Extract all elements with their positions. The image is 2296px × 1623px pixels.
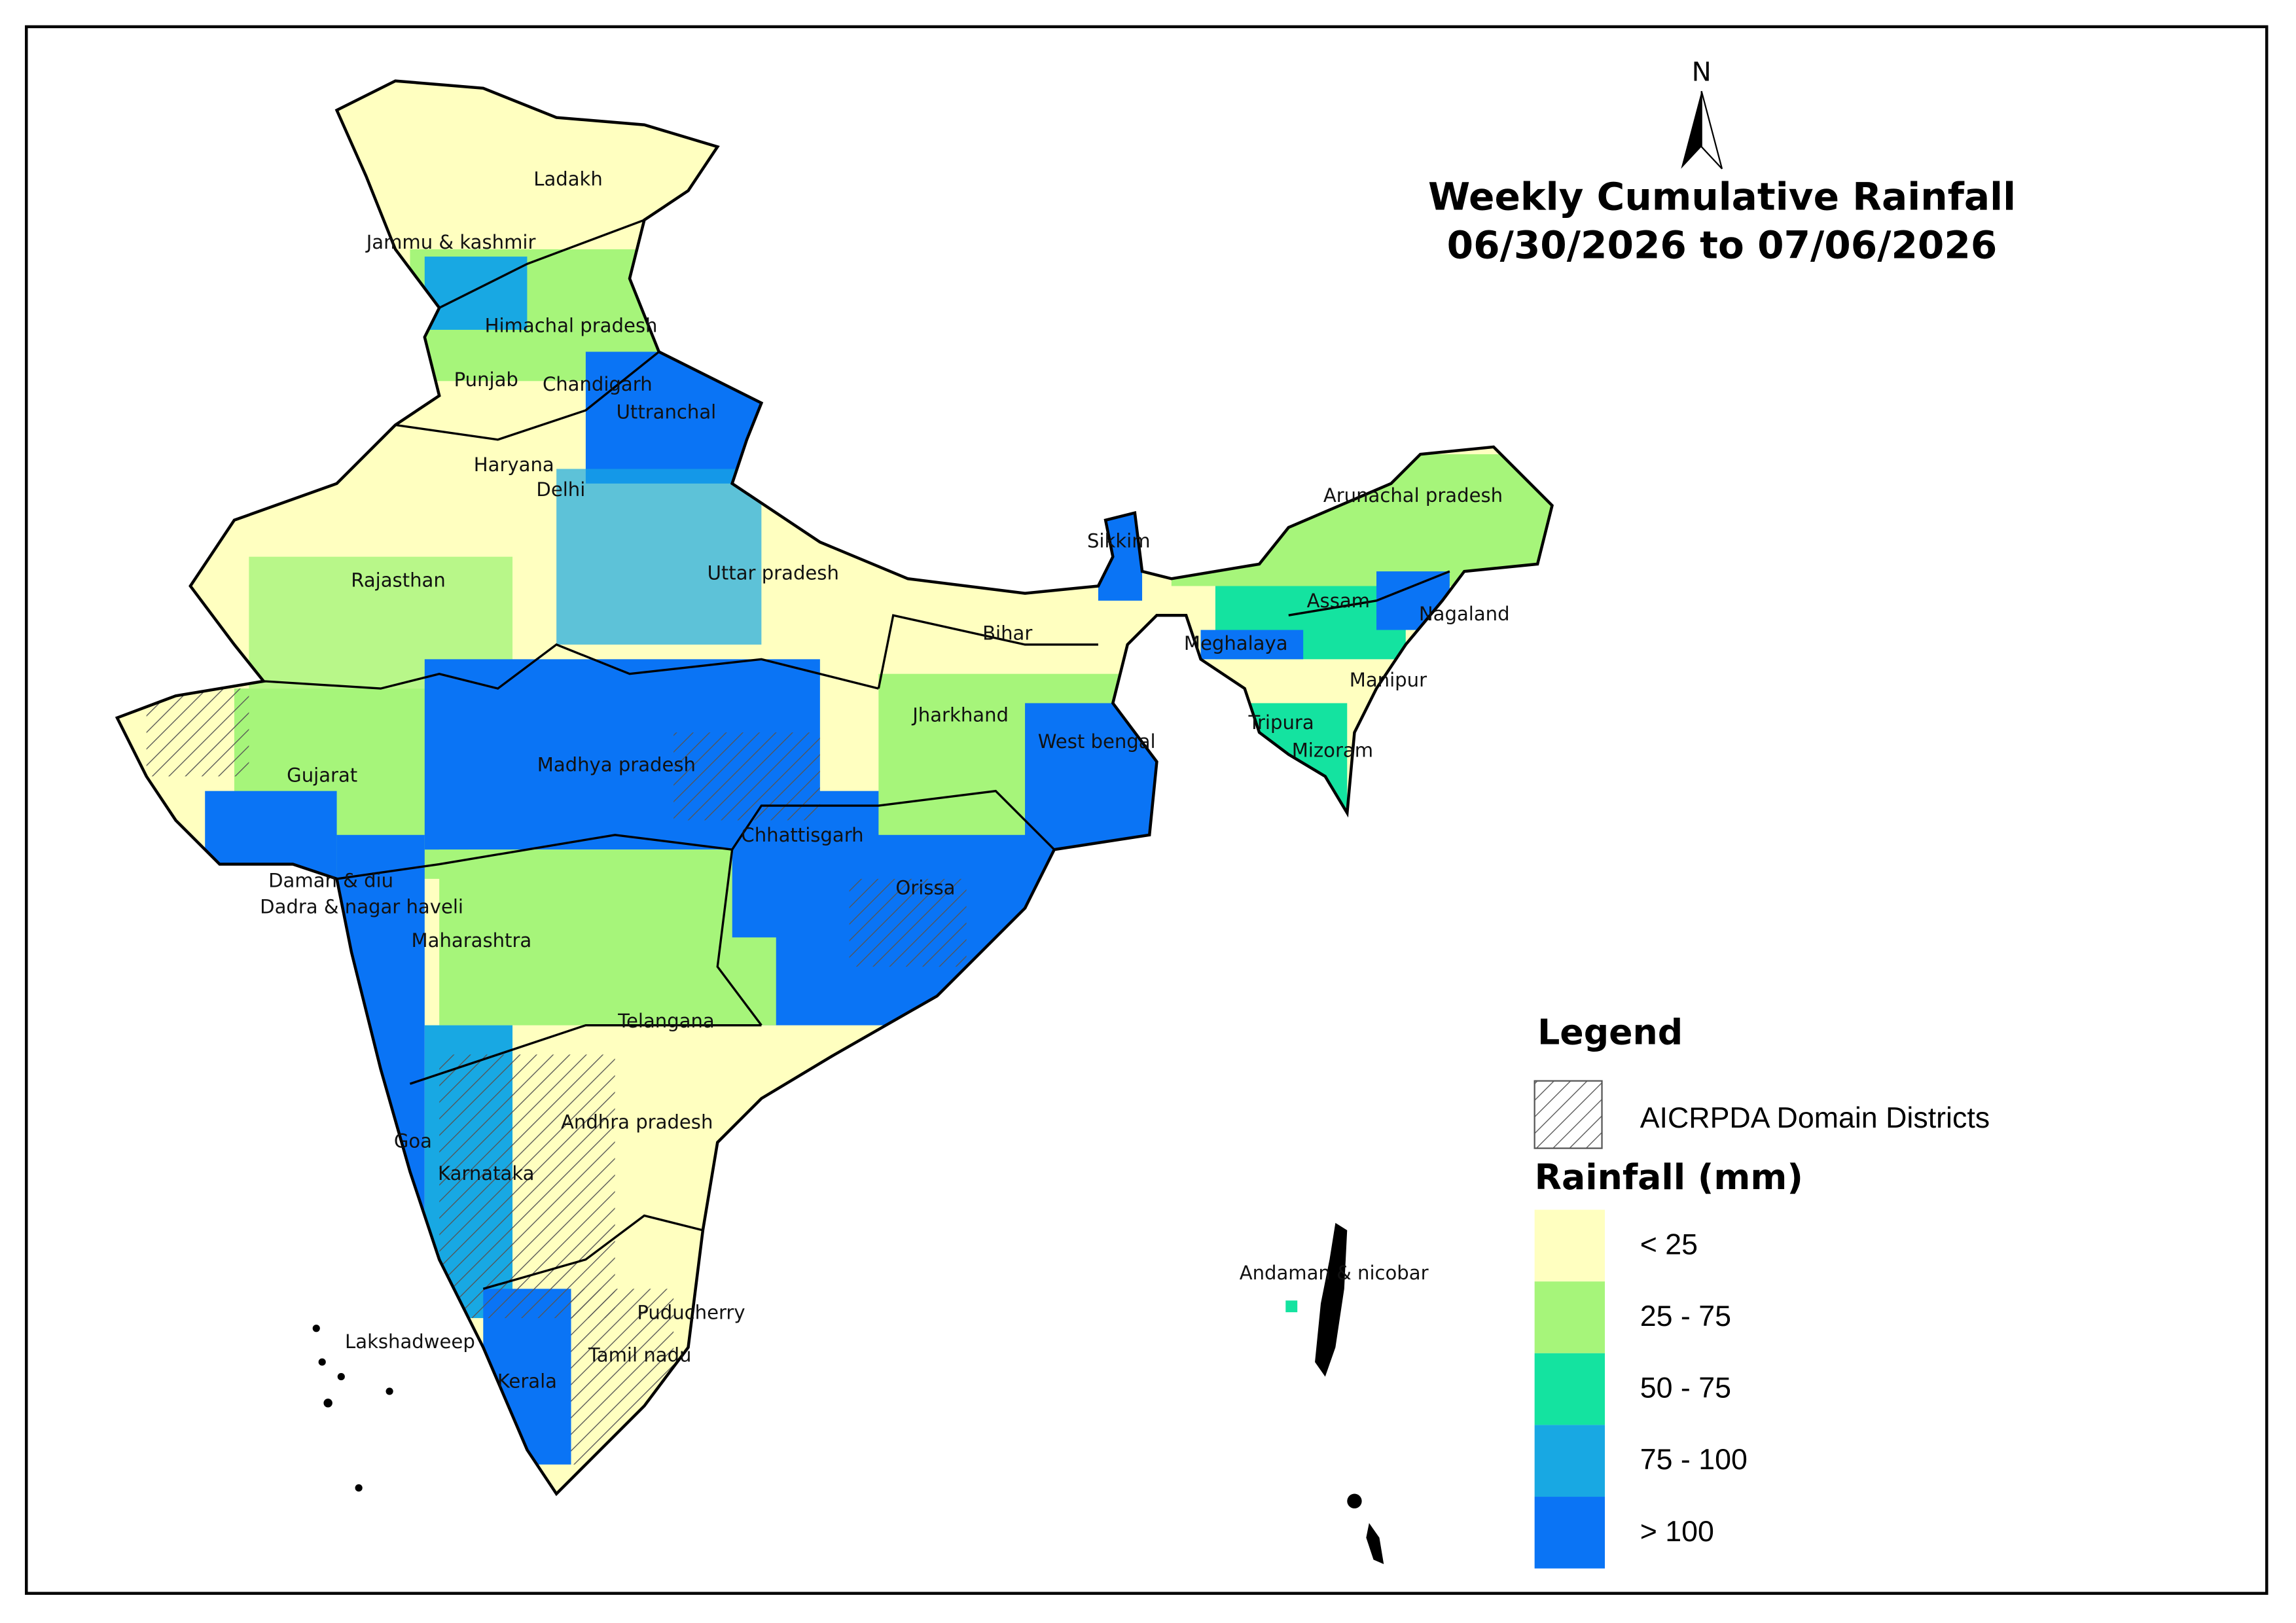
domain-district bbox=[849, 878, 967, 967]
state-label: Telangana bbox=[617, 1010, 715, 1032]
domain-district bbox=[146, 688, 249, 777]
state-label: West bengal bbox=[1038, 730, 1156, 753]
state-label: Andaman & nicobar bbox=[1240, 1262, 1429, 1284]
state-label: Himachal pradesh bbox=[485, 314, 658, 336]
state-label: Uttar pradesh bbox=[708, 562, 839, 584]
class-label: > 100 bbox=[1640, 1515, 1714, 1548]
domain-district bbox=[439, 1054, 615, 1319]
state-label: Orissa bbox=[895, 877, 955, 899]
state-label: Dadra & nagar haveli bbox=[260, 896, 463, 918]
arrow-half bbox=[1700, 90, 1723, 169]
island bbox=[386, 1387, 393, 1395]
island bbox=[1347, 1493, 1362, 1508]
island-cell bbox=[1285, 1300, 1298, 1313]
state-label: Nagaland bbox=[1419, 603, 1510, 625]
state-label: Mizoram bbox=[1292, 739, 1373, 761]
border bbox=[731, 789, 1056, 851]
state-label: Ladakh bbox=[533, 168, 603, 190]
rainfall-zones bbox=[146, 249, 1552, 1465]
border bbox=[439, 219, 645, 309]
state-label: Punjab bbox=[454, 368, 518, 391]
border bbox=[716, 849, 762, 1026]
class-swatch bbox=[1534, 1281, 1605, 1353]
border bbox=[1288, 570, 1450, 616]
state-label: Haryana bbox=[474, 454, 554, 476]
state-label: Gujarat bbox=[287, 764, 357, 786]
state-label: Bihar bbox=[982, 622, 1032, 644]
state-label: Rajasthan bbox=[351, 569, 446, 592]
rainfall-title: Rainfall (mm) bbox=[1535, 1156, 1803, 1198]
island bbox=[312, 1325, 320, 1332]
zone bbox=[585, 937, 776, 1026]
domain-label: AICRPDA Domain Districts bbox=[1640, 1101, 1990, 1134]
state-label: Kerala bbox=[497, 1370, 557, 1393]
island bbox=[337, 1372, 345, 1381]
state-label: Assam bbox=[1307, 590, 1370, 612]
state-label: Jharkhand bbox=[911, 704, 1009, 726]
state-label: Arunachal pradesh bbox=[1323, 484, 1503, 507]
state-label: Daman & diu bbox=[268, 869, 393, 891]
state-label: Karnataka bbox=[438, 1162, 534, 1185]
legend: Legend AICRPDA Domain Districts Rainfall… bbox=[1534, 1012, 1990, 1569]
state-label: Sikkim bbox=[1087, 529, 1151, 552]
state-labels: Ladakh Jammu & kashmir Himachal pradesh Pun… bbox=[260, 168, 1509, 1393]
arrow-half bbox=[1681, 91, 1702, 169]
state-label: Maharashtra bbox=[412, 929, 532, 952]
class-label: 25 - 75 bbox=[1640, 1300, 1731, 1332]
state-label: Uttranchal bbox=[617, 401, 717, 423]
north-label: N bbox=[1692, 57, 1712, 87]
island bbox=[355, 1484, 363, 1492]
domain-swatch bbox=[1534, 1080, 1603, 1149]
state-borders bbox=[263, 219, 1450, 1290]
title: Weekly Cumulative Rainfall bbox=[1428, 174, 2016, 219]
class-swatch bbox=[1534, 1497, 1605, 1569]
subtitle: 06/30/2026 to 07/06/2026 bbox=[1447, 223, 1998, 267]
class-label: < 25 bbox=[1640, 1228, 1698, 1260]
state-label: Tripura bbox=[1247, 711, 1314, 734]
state-label: Lakshadweep bbox=[345, 1330, 475, 1353]
state-label: Madhya pradesh bbox=[537, 754, 696, 776]
zone bbox=[556, 469, 762, 645]
border bbox=[336, 834, 732, 880]
zone bbox=[1200, 630, 1304, 660]
state-label: Goa bbox=[394, 1130, 432, 1152]
state-label: Manipur bbox=[1350, 669, 1427, 691]
state-label: Delhi bbox=[536, 478, 585, 501]
class-swatch bbox=[1534, 1425, 1605, 1497]
class-label: 50 - 75 bbox=[1640, 1372, 1731, 1404]
class-label: 75 - 100 bbox=[1640, 1443, 1748, 1476]
state-label: Meghalaya bbox=[1184, 632, 1288, 654]
border bbox=[395, 351, 660, 441]
island bbox=[1366, 1523, 1384, 1564]
border bbox=[877, 614, 1098, 689]
north-arrow: N bbox=[1681, 57, 1723, 169]
state-label: Chandigarh bbox=[543, 373, 653, 395]
domain-district bbox=[673, 732, 820, 821]
border bbox=[482, 1214, 704, 1290]
state-label: Jammu & kashmir bbox=[365, 231, 536, 253]
state-label: Puducherry bbox=[637, 1301, 745, 1323]
island bbox=[318, 1358, 326, 1366]
legend-title: Legend bbox=[1537, 1012, 1683, 1053]
border bbox=[263, 643, 879, 690]
border bbox=[409, 1024, 762, 1085]
island bbox=[323, 1399, 332, 1408]
state-label: Andhra pradesh bbox=[561, 1111, 713, 1133]
state-label: Tamil nadu bbox=[588, 1344, 692, 1366]
state-label: Chhattisgarh bbox=[741, 824, 863, 846]
islands bbox=[312, 1222, 1384, 1564]
island bbox=[1315, 1222, 1348, 1377]
zone bbox=[424, 257, 528, 330]
class-swatch bbox=[1534, 1209, 1605, 1282]
class-swatch bbox=[1534, 1353, 1605, 1425]
